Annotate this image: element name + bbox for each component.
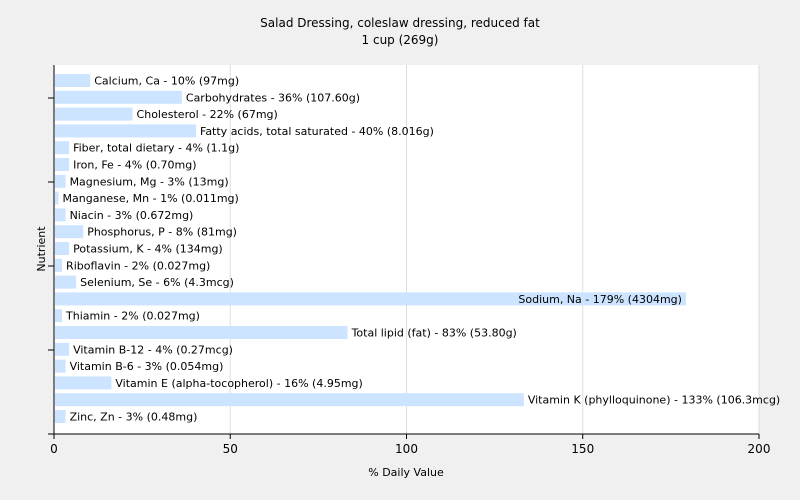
bar-label: Manganese, Mn - 1% (0.011mg) xyxy=(63,192,239,205)
bars-group xyxy=(55,74,686,423)
bar-labels-group: Calcium, Ca - 10% (97mg) Carbohydrates - … xyxy=(63,75,781,424)
bar-label: Potassium, K - 4% (134mg) xyxy=(73,243,223,256)
bar-label: Sodium, Na - 179% (4304mg) xyxy=(518,293,682,306)
bar xyxy=(55,275,77,289)
bar xyxy=(55,410,66,423)
bar xyxy=(55,124,196,138)
bar xyxy=(55,309,63,323)
bar-label: Niacin - 3% (0.672mg) xyxy=(70,209,194,222)
y-axis-title: Nutrient xyxy=(35,226,48,272)
x-tick-label: 0 xyxy=(50,442,58,456)
bar-label: Magnesium, Mg - 3% (13mg) xyxy=(70,175,229,188)
chart-title: Salad Dressing, coleslaw dressing, reduc… xyxy=(260,16,540,30)
bar xyxy=(55,141,70,155)
bar-label: Carbohydrates - 36% (107.60g) xyxy=(186,91,360,104)
x-tick-label: 100 xyxy=(395,442,418,456)
bar xyxy=(55,359,66,373)
bar xyxy=(55,158,70,171)
bar xyxy=(55,90,182,104)
chart-subtitle: 1 cup (269g) xyxy=(362,33,439,47)
bar-label: Iron, Fe - 4% (0.70mg) xyxy=(73,159,196,172)
bar-label: Total lipid (fat) - 83% (53.80g) xyxy=(351,327,517,340)
x-tick-labels: 0 50 100 150 200 xyxy=(50,442,770,456)
bar-label: Vitamin K (phylloquinone) - 133% (106.3m… xyxy=(528,394,780,407)
bar-label: Phosphorus, P - 8% (81mg) xyxy=(87,226,237,239)
bar xyxy=(55,242,70,255)
bar xyxy=(55,107,133,121)
axes xyxy=(48,65,760,439)
bar xyxy=(55,74,91,87)
bar-label: Thiamin - 2% (0.027mg) xyxy=(65,310,200,323)
x-axis-title: % Daily Value xyxy=(368,466,444,479)
bar xyxy=(55,225,84,239)
bar-label: Riboflavin - 2% (0.027mg) xyxy=(66,259,210,272)
bar xyxy=(55,393,524,407)
bar xyxy=(55,342,70,356)
bar-label: Fatty acids, total saturated - 40% (8.01… xyxy=(200,125,434,138)
bar-label: Fiber, total dietary - 4% (1.1g) xyxy=(73,142,239,155)
bar xyxy=(55,191,59,205)
bar-label: Vitamin B-12 - 4% (0.27mcg) xyxy=(73,343,233,356)
bar xyxy=(55,258,63,272)
bar-label: Vitamin E (alpha-tocopherol) - 16% (4.95… xyxy=(115,377,362,390)
bar xyxy=(55,292,686,306)
bar xyxy=(55,326,348,339)
bar-label: Cholesterol - 22% (67mg) xyxy=(137,108,278,121)
bar xyxy=(55,376,112,390)
bar-label: Vitamin B-6 - 3% (0.054mg) xyxy=(70,360,224,373)
bar-label: Selenium, Se - 6% (4.3mcg) xyxy=(80,276,234,289)
gridlines xyxy=(229,65,760,434)
bar-label: Calcium, Ca - 10% (97mg) xyxy=(94,75,239,88)
bar xyxy=(55,208,66,222)
x-tick-label: 150 xyxy=(571,442,594,456)
x-tick-label: 50 xyxy=(223,442,238,456)
x-tick-label: 200 xyxy=(748,442,771,456)
bar xyxy=(55,174,66,188)
bar-label: Zinc, Zn - 3% (0.48mg) xyxy=(70,411,198,424)
